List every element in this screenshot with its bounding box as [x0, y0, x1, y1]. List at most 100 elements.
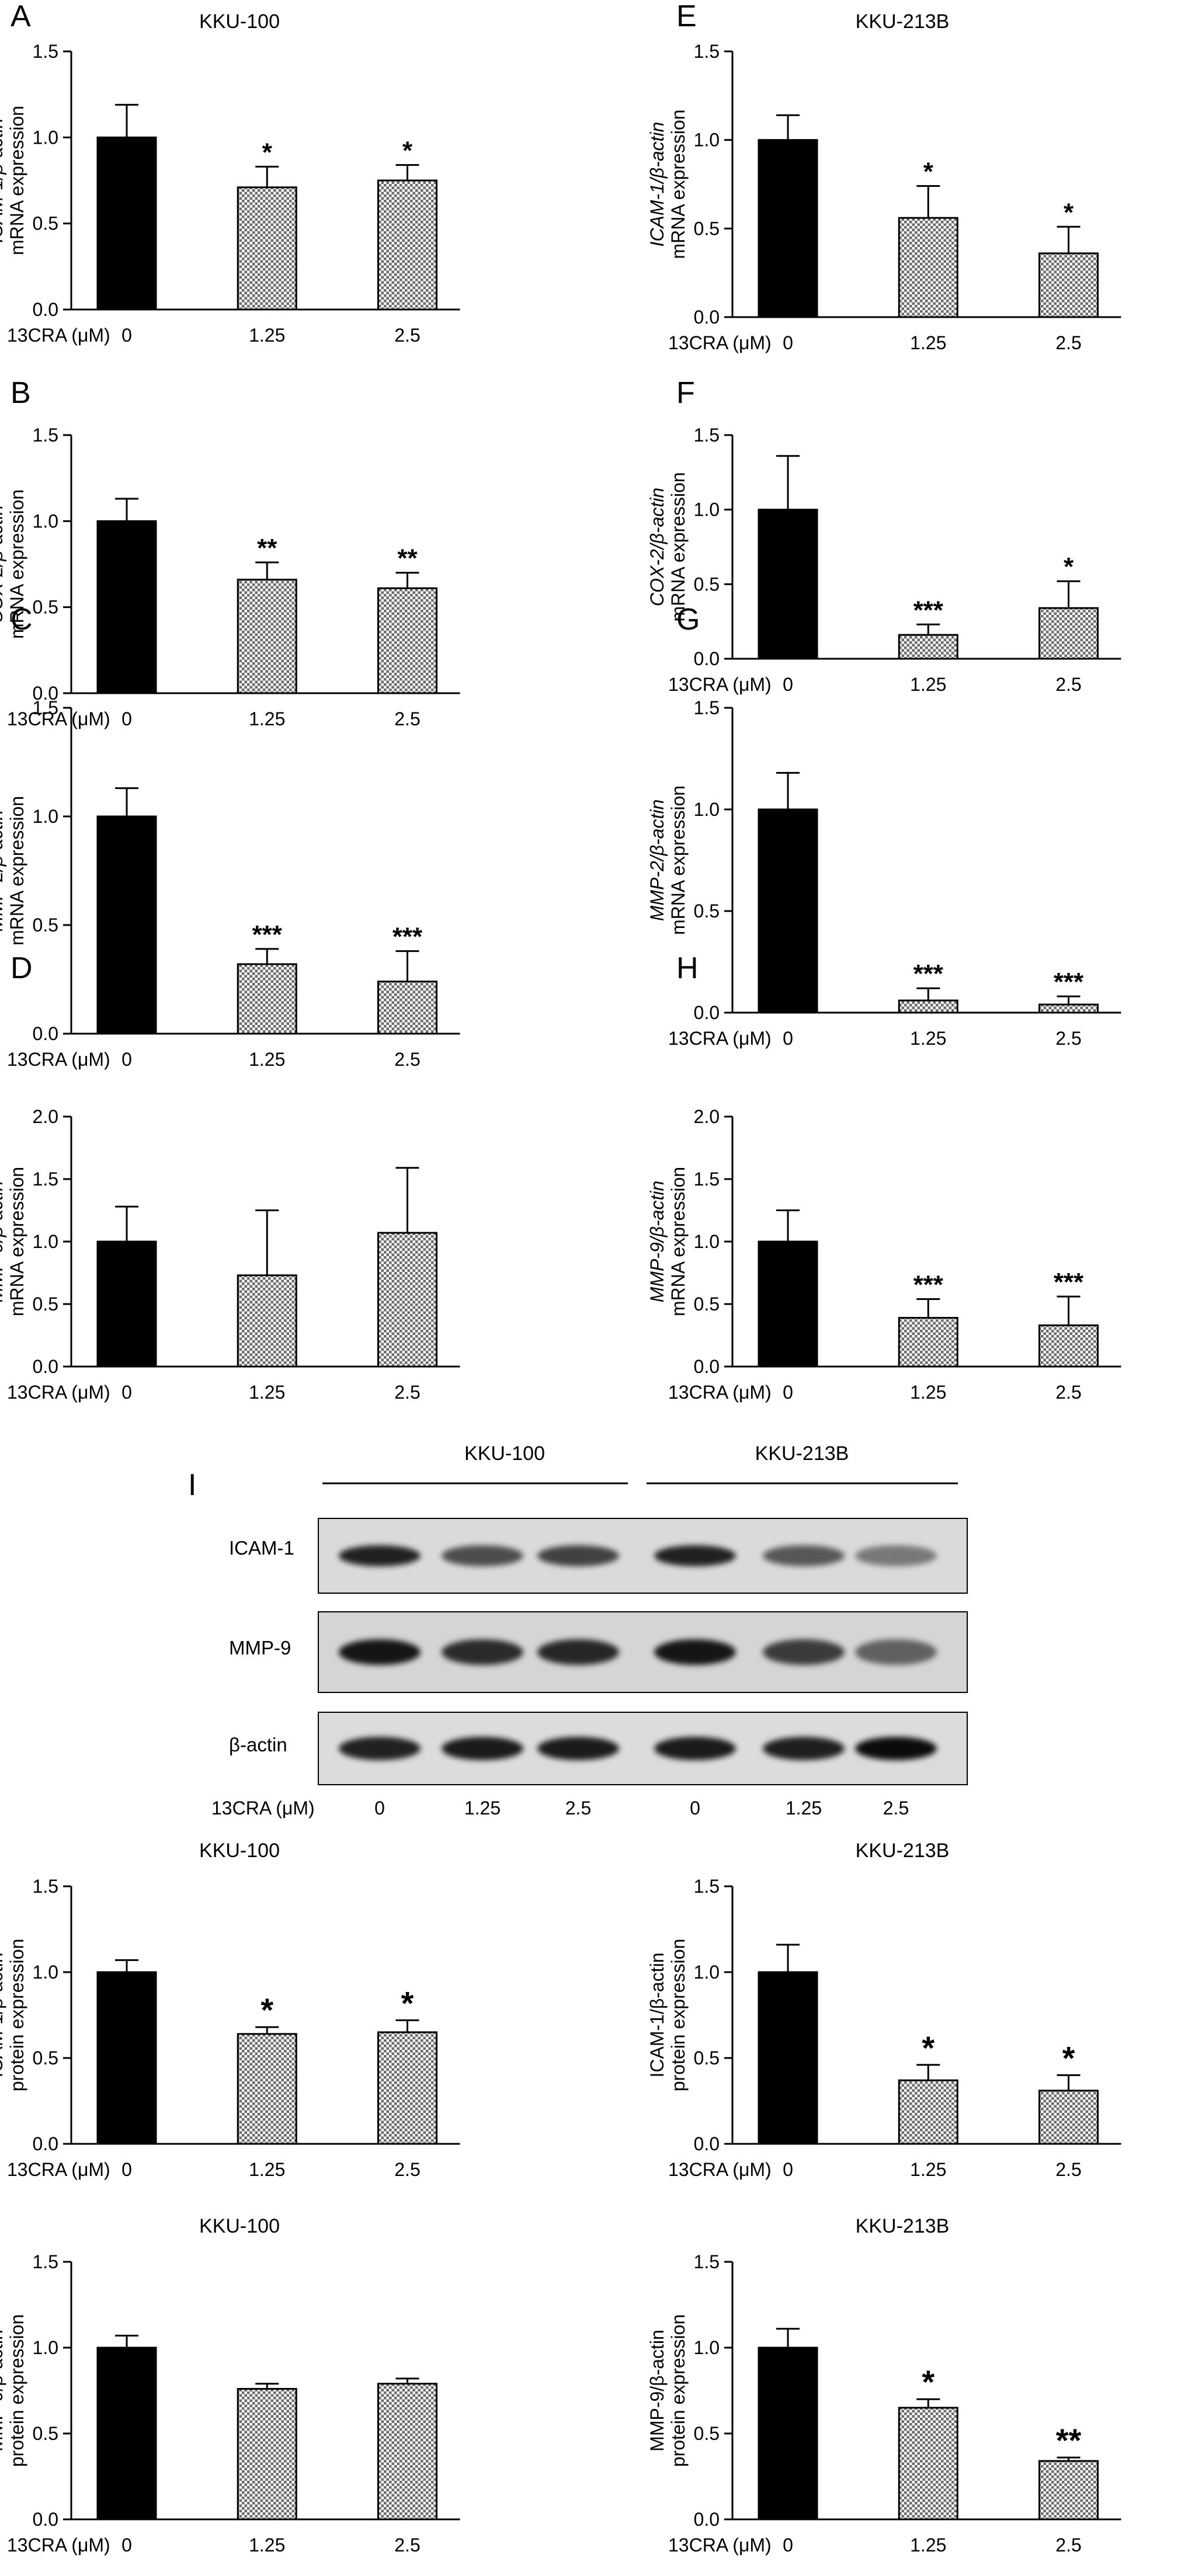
significance-label: ** [257, 534, 277, 562]
y-axis-label-line: protein expression [6, 2314, 27, 2467]
y-axis-label: MMP-9/β-actinmRNA expression [647, 1167, 689, 1316]
chart-panel: D 0.0 0.5 1.0 1.5 2.0 MMP-9/β-actinmRNA expres… [0, 951, 460, 1403]
y-tick-label: 1.5 [694, 1876, 720, 1897]
x-axis-label: 13CRA (μM) [7, 1382, 110, 1403]
bar [1038, 2460, 1099, 2521]
panel-letter: D [11, 951, 33, 985]
bar [377, 2031, 437, 2145]
y-tick-label: 1.5 [694, 425, 720, 446]
x-tick-label: 1.25 [249, 1382, 285, 1403]
y-axis-label-line: ICAM-1/β-actin [647, 122, 668, 247]
x-axis-label: 13CRA (μM) [668, 674, 772, 695]
blot-row-label-bactin: β-actin [229, 1734, 287, 1755]
blot-band [442, 1737, 523, 1760]
bands-bactin [339, 1737, 937, 1760]
bar [758, 2346, 818, 2521]
bar [377, 1232, 437, 1368]
x-tick-label: 1.25 [910, 2159, 946, 2180]
blot-row-label-icam1: ICAM-1 [229, 1537, 294, 1559]
significance-label: * [922, 2363, 935, 2400]
y-tick-label: 0.5 [33, 2047, 58, 2069]
bar [898, 2407, 958, 2521]
y-tick-label: 0.5 [33, 915, 58, 936]
chart-panel: E KKU-213B 0.0 0.5 1.0 1.5 ICAM-1/β-actinmRNA … [647, 0, 1121, 353]
y-tick-label: 1.5 [694, 697, 720, 718]
blot-band [763, 1737, 845, 1760]
significance-label: * [1062, 2039, 1075, 2076]
y-tick-label: 0.5 [694, 1294, 720, 1315]
bands-mmp9 [339, 1639, 937, 1665]
blot-lane-label: 2.5 [883, 1798, 909, 1819]
significance-label: *** [913, 596, 944, 624]
y-axis-label-line: COX-2/β-actin [647, 488, 668, 606]
chart-title: KKU-100 [199, 1840, 280, 1862]
y-axis-label-line: mRNA expression [668, 472, 689, 621]
y-tick-label: 1.5 [694, 2251, 720, 2272]
x-tick-label: 2.5 [394, 1382, 420, 1403]
significance-label: *** [913, 960, 944, 988]
y-tick-label: 0.5 [33, 213, 58, 234]
x-tick-label: 2.5 [1055, 332, 1081, 353]
y-tick-label: 0.0 [33, 2509, 58, 2530]
chart-title: KKU-213B [856, 2215, 950, 2237]
x-tick-label: 0 [783, 2535, 793, 2556]
blot-band [339, 1639, 421, 1665]
y-tick-label: 0.5 [33, 1294, 58, 1315]
y-axis-label-line: mRNA expression [668, 109, 689, 259]
y-tick-label: 0.0 [694, 307, 720, 328]
bar [758, 1971, 818, 2145]
y-axis-label: ICAM-1/β-actinmRNA expression [0, 106, 27, 255]
y-tick-label: 1.0 [33, 510, 58, 531]
bar [377, 981, 437, 1035]
y-tick-label: 0.5 [694, 2423, 720, 2444]
chart-panel: KKU-213B 0.0 0.5 1.0 1.5 MMP-9/β-actinprotein… [647, 2215, 1121, 2556]
chart-title: KKU-213B [856, 11, 950, 33]
bar [898, 634, 958, 660]
significance-label: * [922, 2029, 935, 2066]
bar [237, 963, 297, 1035]
bar [237, 2033, 297, 2145]
x-tick-label: 0 [121, 2159, 132, 2180]
bar [898, 999, 958, 1014]
panel-letter: G [676, 603, 700, 637]
y-tick-label: 1.0 [694, 799, 720, 820]
y-axis-label: MMP-9/β-actinmRNA expression [0, 1167, 27, 1316]
x-axis-label: 13CRA (μM) [7, 2159, 110, 2180]
blot-band [855, 1545, 937, 1566]
y-axis-label-line: mRNA expression [6, 489, 27, 639]
y-tick-label: 2.0 [694, 1106, 720, 1127]
y-axis-label: ICAM-1/β-actinprotein expression [0, 1939, 27, 2091]
bar [898, 217, 958, 318]
blot-band [763, 1639, 845, 1665]
bar [898, 2079, 958, 2145]
blot-band [442, 1545, 523, 1566]
x-tick-label: 0 [783, 2159, 793, 2180]
y-tick-label: 0.5 [33, 2423, 58, 2444]
blot-band [339, 1737, 421, 1760]
bar [758, 139, 818, 318]
y-axis-label-line: ICAM-1/β-actin [647, 1953, 668, 2078]
y-tick-label: 0.0 [694, 2509, 720, 2530]
x-tick-label: 0 [783, 1028, 793, 1049]
x-axis-label: 13CRA (μM) [7, 708, 110, 729]
chart-title: KKU-100 [199, 2215, 280, 2237]
y-tick-label: 0.5 [694, 573, 720, 595]
x-tick-label: 2.5 [1055, 1028, 1081, 1049]
x-tick-label: 1.25 [910, 674, 946, 695]
chart-title: KKU-100 [199, 11, 280, 33]
chart-panel: G 0.0 0.5 1.0 1.5 MMP-2/β-actinmRNA expressio… [647, 603, 1121, 1049]
y-axis-label-line: MMP-2/β-actin [0, 810, 6, 932]
bar [96, 2346, 157, 2521]
x-tick-label: 2.5 [394, 2159, 420, 2180]
y-tick-label: 0.0 [694, 648, 720, 669]
x-tick-label: 1.25 [910, 1028, 946, 1049]
significance-label: * [402, 136, 413, 165]
x-tick-label: 1.25 [249, 325, 285, 346]
chart-panel: C 0.0 0.5 1.0 1.5 MMP-2/β-actinmRNA expressio… [0, 603, 460, 1070]
x-tick-label: 2.5 [1055, 674, 1081, 695]
y-tick-label: 1.5 [33, 425, 58, 446]
y-axis-label-line: mRNA expression [668, 785, 689, 935]
y-tick-label: 1.0 [33, 2337, 58, 2358]
x-tick-label: 1.25 [249, 708, 285, 729]
bar [1038, 252, 1099, 318]
